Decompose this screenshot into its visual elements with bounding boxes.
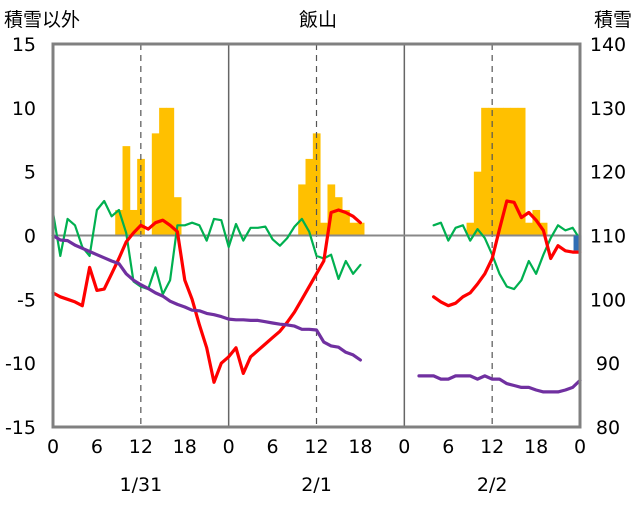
snowfall-bar (481, 107, 489, 236)
snowfall-bar (298, 184, 306, 236)
left-axis-title: 積雪以外 (4, 9, 80, 31)
x-tick-label: 18 (524, 436, 548, 458)
left-tick-label: -15 (5, 417, 36, 439)
left-tick-label: 5 (24, 162, 36, 184)
snowfall-bar (320, 222, 328, 236)
right-tick-label: 120 (590, 162, 626, 184)
left-tick-label: -10 (5, 353, 36, 375)
series-line (51, 208, 362, 384)
right-tick-label: 100 (590, 289, 626, 311)
x-tick-label: 6 (442, 436, 454, 458)
left-tick-label: -5 (17, 289, 36, 311)
right-tick-label: 90 (596, 353, 620, 375)
right-tick-label: 110 (590, 226, 626, 248)
date-label: 1/31 (119, 474, 162, 496)
snowfall-bar (151, 133, 160, 236)
snowfall-bar (312, 133, 321, 236)
x-tick-label: 0 (223, 436, 235, 458)
date-label: 2/1 (301, 474, 332, 496)
snowfall-bar (342, 209, 350, 236)
series-line (432, 199, 582, 308)
snowfall-bar (159, 107, 167, 236)
snowfall-bar (510, 107, 519, 236)
snowfall-bar (517, 107, 526, 236)
series-line (51, 199, 362, 296)
snowfall-bar (115, 209, 123, 236)
right-tick-label: 140 (590, 34, 626, 56)
snowfall-bar (327, 184, 336, 236)
snowfall-bar (122, 146, 131, 236)
snowfall-bar (334, 197, 343, 236)
snowfall-bar (173, 197, 182, 236)
snowfall-bar (166, 107, 175, 236)
plot-frame (51, 42, 582, 429)
x-tick-label: 12 (304, 436, 328, 458)
x-tick-label: 0 (47, 436, 59, 458)
date-label: 2/2 (477, 474, 508, 496)
series-line (417, 374, 582, 394)
series-line (432, 221, 582, 291)
x-tick-label: 6 (91, 436, 103, 458)
x-tick-label: 0 (574, 436, 586, 458)
left-tick-label: 10 (12, 98, 36, 120)
snowfall-bar (349, 222, 358, 236)
snowfall-bar (305, 158, 314, 236)
snowfall-bar (488, 107, 497, 236)
x-tick-label: 6 (267, 436, 279, 458)
x-tick-label: 18 (348, 436, 372, 458)
snowfall-bar (473, 171, 482, 236)
snowfall-bar (466, 222, 475, 236)
left-tick-label: 15 (12, 34, 36, 56)
snowfall-bar (137, 158, 145, 236)
snowfall-bar (495, 107, 504, 236)
snowfall-bar (525, 222, 533, 236)
snowfall-bar (503, 107, 511, 236)
x-tick-label: 0 (398, 436, 410, 458)
end-marker (573, 235, 582, 251)
x-tick-label: 18 (173, 436, 197, 458)
x-tick-label: 12 (480, 436, 504, 458)
right-tick-label: 130 (590, 98, 626, 120)
right-tick-label: 80 (596, 417, 620, 439)
right-axis-title: 積雪 (594, 9, 632, 31)
snowfall-bar (129, 209, 138, 236)
left-tick-label: 0 (24, 226, 36, 248)
chart-title: 飯山 (299, 9, 337, 31)
x-tick-label: 12 (129, 436, 153, 458)
snowfall-bar (356, 222, 365, 236)
series-line (51, 233, 362, 362)
